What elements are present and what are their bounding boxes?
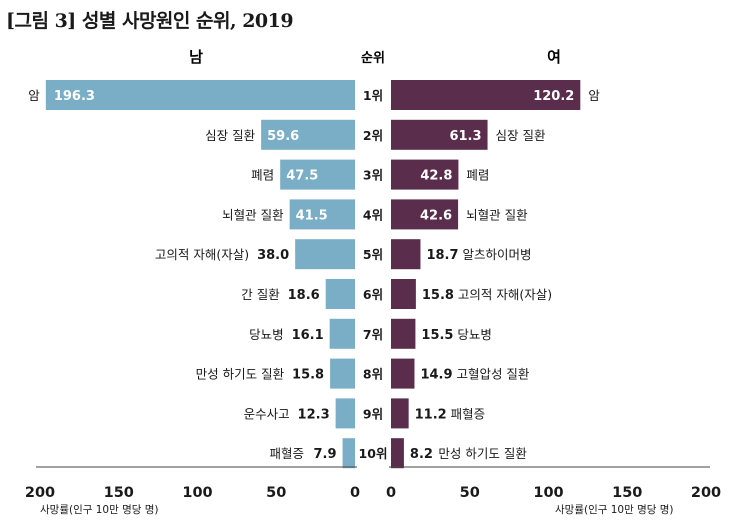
bar-female: [391, 398, 409, 429]
data-label-female: 61.3: [449, 129, 481, 144]
bar-female: [391, 318, 416, 349]
bar-male: [325, 279, 355, 309]
bar-male: [45, 80, 355, 110]
axis-title-right: 사망률(인구 10만 명당 명): [555, 504, 674, 516]
bar-male: [261, 119, 355, 150]
tick-label-left: 100: [182, 485, 212, 501]
category-label-female: 뇌혈관 질환: [466, 207, 528, 222]
data-label-female: 14.9: [420, 368, 452, 383]
category-label-female: 알츠하이머병: [462, 247, 531, 262]
tick-label-right: 150: [612, 485, 642, 501]
bar-female: [391, 438, 404, 469]
tick-label-right: 100: [533, 485, 563, 501]
data-label-male: 41.5: [296, 208, 328, 223]
tick-label-left: 0: [350, 485, 360, 501]
legend-male: 남: [189, 48, 203, 66]
rank-label: 8위: [363, 367, 383, 382]
rank-label: 9위: [363, 406, 383, 421]
category-label-female: 만성 하기도 질환: [438, 446, 527, 461]
category-label-female: 심장 질환: [496, 128, 546, 143]
tick-label-right: 200: [691, 485, 721, 501]
bar-male: [335, 398, 355, 429]
data-label-female: 42.8: [420, 169, 452, 184]
tick-label-right: 50: [460, 485, 480, 501]
bar-male: [329, 318, 355, 349]
data-label-female: 15.8: [422, 288, 454, 303]
legend-female: 여: [547, 48, 561, 66]
category-label-male: 패혈증: [270, 446, 305, 461]
bar-female: [391, 199, 459, 230]
data-label-male: 7.9: [314, 447, 337, 462]
rank-label: 10위: [359, 446, 388, 461]
data-label-female: 42.6: [420, 208, 452, 223]
bar-female: [391, 119, 488, 150]
category-label-female: 당뇨병: [457, 327, 492, 342]
bar-female: [391, 239, 421, 270]
data-label-male: 15.8: [292, 368, 324, 383]
tick-label-right: 0: [386, 485, 396, 501]
bar-female: [391, 279, 416, 309]
rank-label: 7위: [363, 327, 383, 342]
data-label-male: 12.3: [298, 407, 330, 422]
data-label-male: 47.5: [286, 169, 318, 184]
category-label-male: 폐렴: [251, 168, 274, 183]
data-label-female: 120.2: [533, 89, 574, 104]
category-label-male: 고의적 자해(자살): [155, 247, 249, 262]
tick-label-left: 150: [104, 485, 134, 501]
category-label-female: 패혈증: [451, 406, 486, 421]
rank-label: 2위: [363, 128, 383, 143]
category-label-male: 운수사고: [244, 406, 290, 421]
category-label-female: 폐렴: [466, 168, 489, 183]
chart-title: [그림 3] 성별 사망원인 순위, 2019: [6, 10, 294, 32]
category-label-male: 당뇨병: [249, 327, 284, 342]
data-label-male: 196.3: [54, 89, 95, 104]
category-label-female: 고의적 자해(자살): [458, 287, 552, 302]
bar-male: [330, 358, 355, 389]
rank-label: 5위: [363, 247, 383, 262]
data-label-male: 59.6: [267, 129, 299, 144]
data-label-female: 8.2: [410, 447, 433, 462]
rank-label: 6위: [363, 287, 383, 302]
bar-female: [391, 358, 415, 389]
data-label-male: 18.6: [288, 288, 320, 303]
bar-female: [391, 80, 581, 110]
category-label-male: 심장 질환: [205, 128, 255, 143]
bar-male: [289, 199, 355, 230]
data-label-female: 18.7: [426, 248, 458, 263]
bar-male: [295, 239, 355, 270]
rank-label: 4위: [363, 207, 383, 222]
data-label-female: 11.2: [415, 407, 447, 422]
data-label-male: 16.1: [292, 328, 324, 343]
axis-title-left: 사망률(인구 10만 명당 명): [40, 504, 159, 516]
data-label-female: 15.5: [421, 328, 453, 343]
category-label-male: 암: [28, 88, 40, 103]
rank-label: 1위: [363, 88, 383, 103]
category-label-female: 고혈압성 질환: [456, 367, 529, 382]
bar-female: [391, 159, 459, 190]
rank-header: 순위: [361, 51, 385, 66]
rank-label: 3위: [363, 168, 383, 183]
category-label-male: 뇌혈관 질환: [222, 207, 284, 222]
tick-label-left: 50: [266, 485, 286, 501]
category-label-male: 만성 하기도 질환: [196, 367, 285, 382]
bar-male: [342, 438, 355, 469]
tick-label-left: 200: [25, 485, 55, 501]
category-label-male: 간 질환: [241, 287, 280, 302]
category-label-female: 암: [588, 88, 600, 103]
bar-male: [280, 159, 355, 190]
data-label-male: 38.0: [257, 248, 289, 263]
